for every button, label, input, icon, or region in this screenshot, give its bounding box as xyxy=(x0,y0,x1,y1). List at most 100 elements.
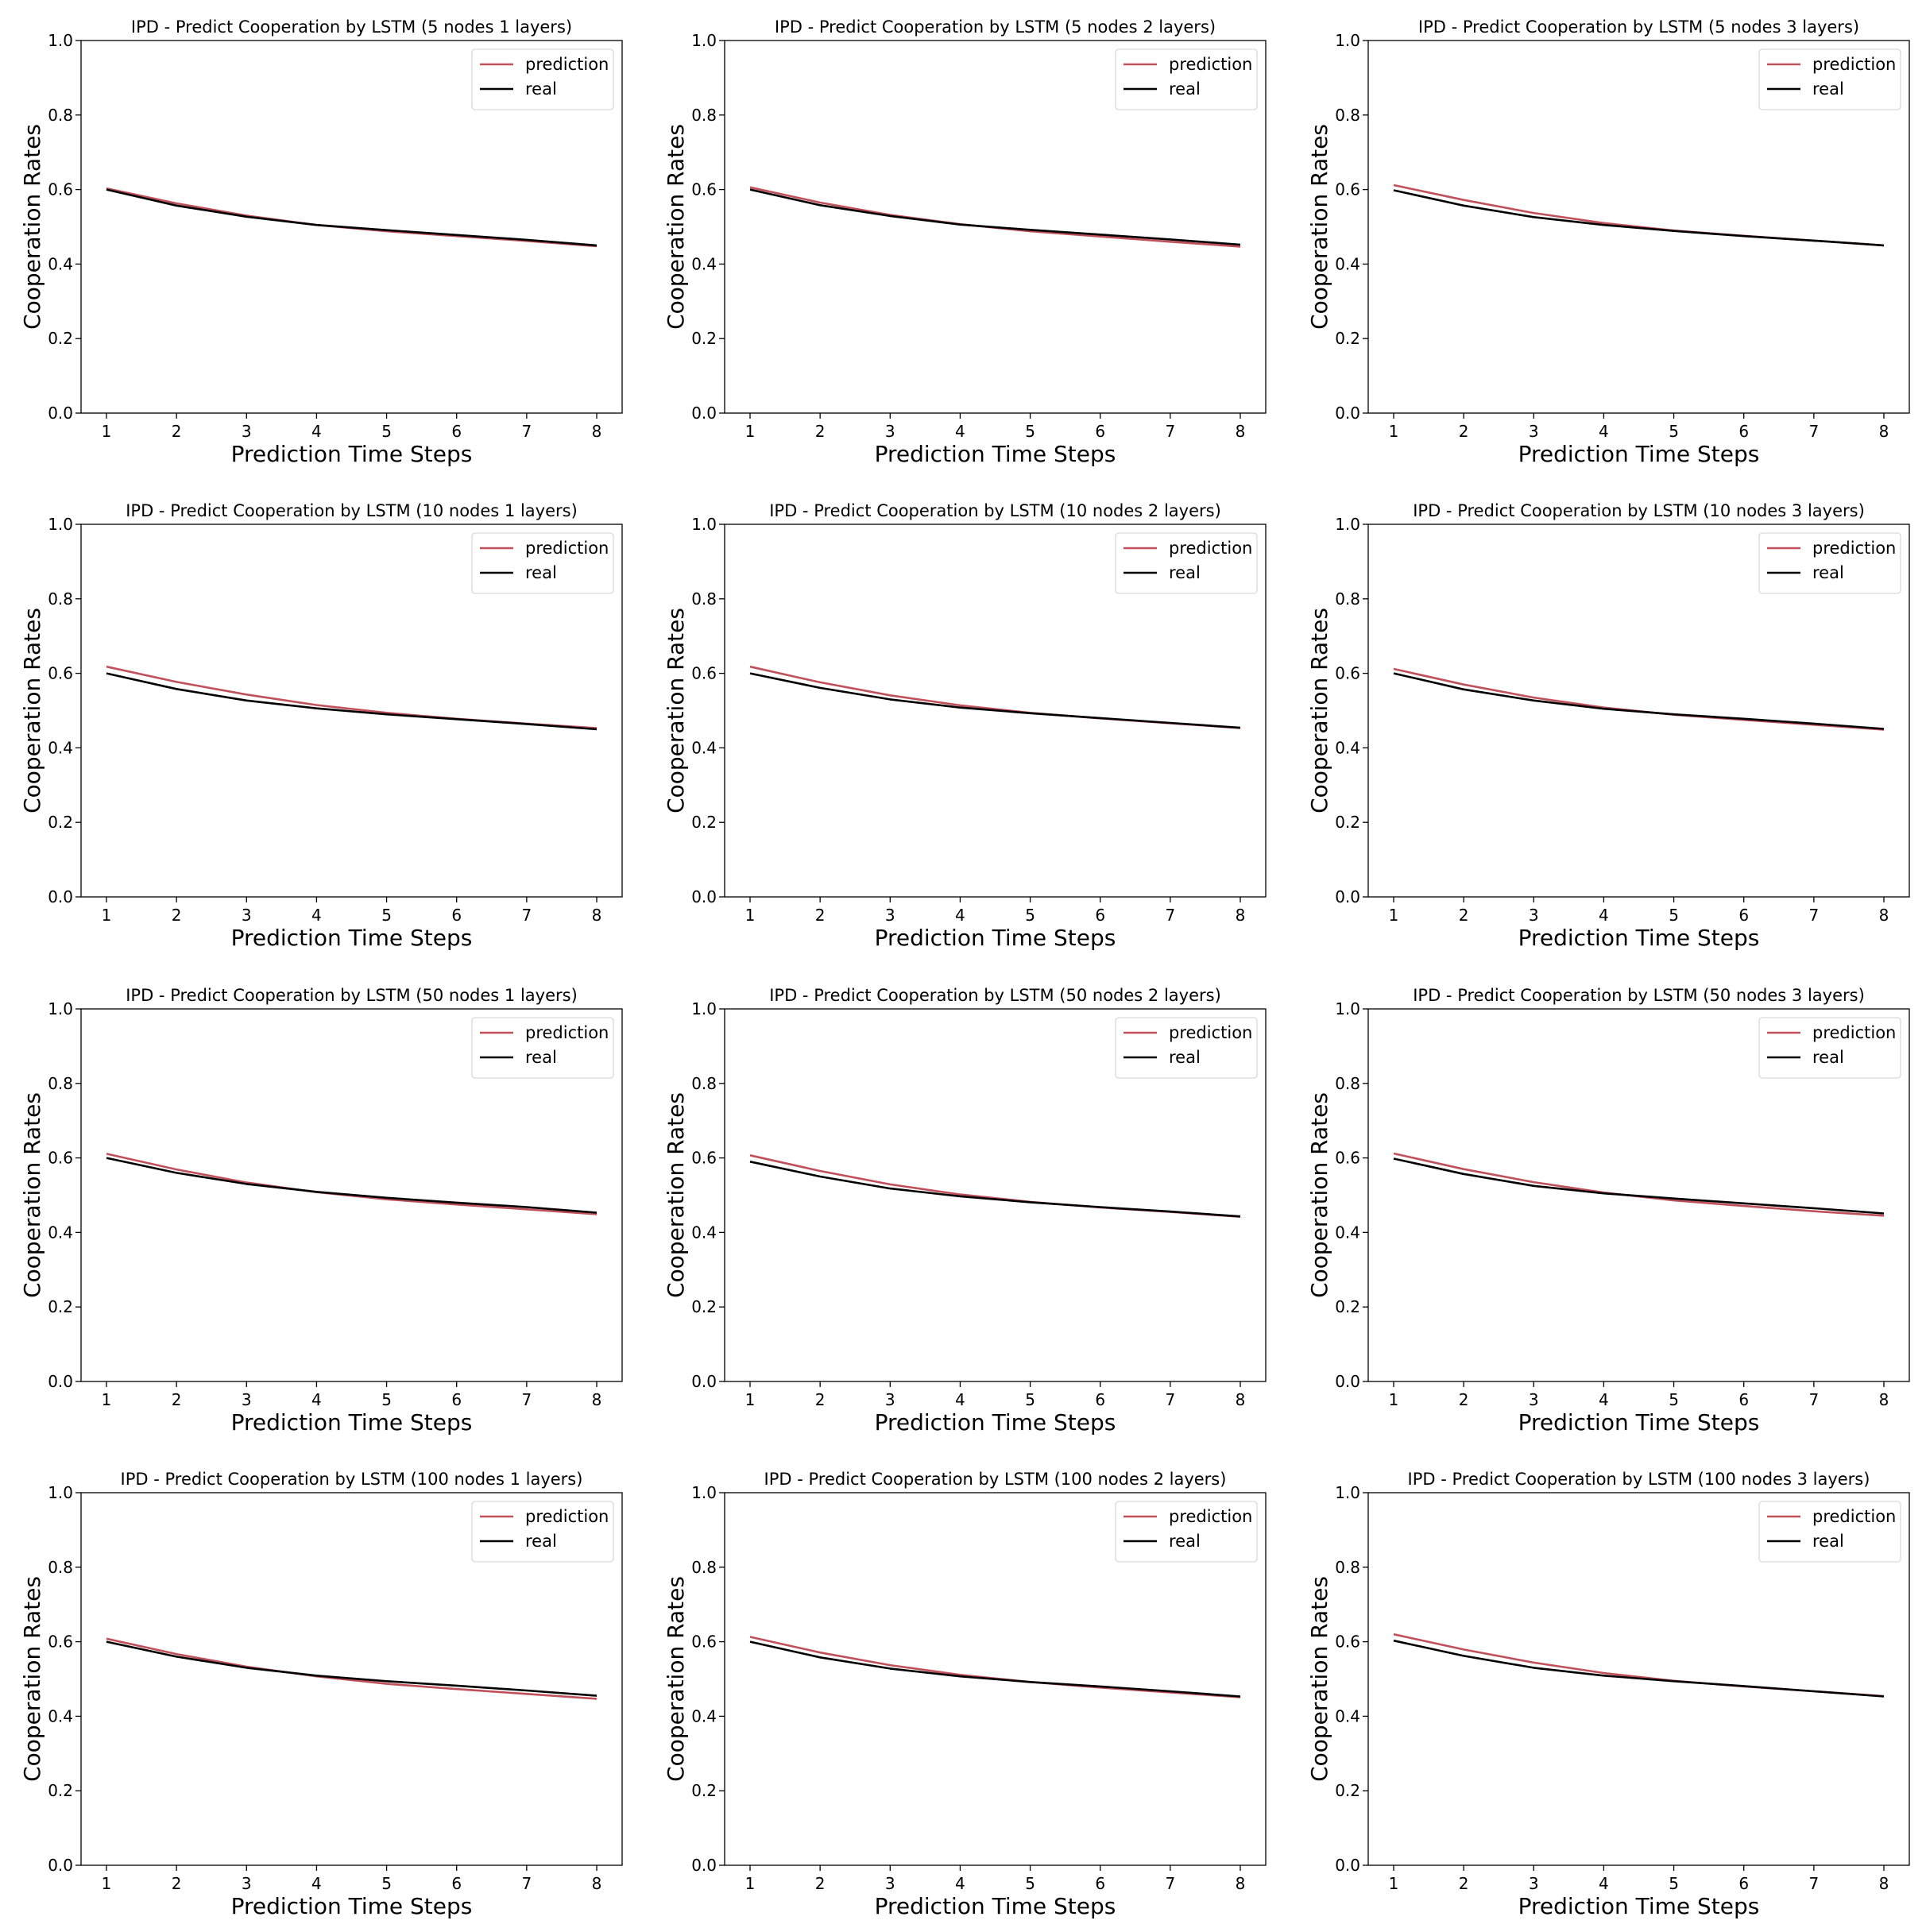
y-axis-label: Cooperation Rates xyxy=(19,1092,45,1298)
series-line-prediction xyxy=(106,187,598,248)
x-tick-label: 8 xyxy=(592,906,602,925)
x-tick-label: 8 xyxy=(592,1390,602,1409)
y-tick-label: 0.4 xyxy=(691,1706,717,1725)
legend-label-prediction: prediction xyxy=(525,1023,609,1042)
y-tick-label: 0.2 xyxy=(691,813,717,832)
y-tick-label: 0.2 xyxy=(48,1297,73,1316)
y-tick-label: 1.0 xyxy=(1335,999,1360,1018)
x-tick-label: 6 xyxy=(451,1874,462,1893)
legend-label-real: real xyxy=(1169,1532,1201,1551)
x-tick-label: 5 xyxy=(1025,1390,1035,1409)
y-tick-label: 1.0 xyxy=(48,31,73,50)
x-axis-label: Prediction Time Steps xyxy=(1518,925,1760,951)
chart-title: IPD - Predict Cooperation by LSTM (5 nod… xyxy=(131,17,572,37)
y-tick-label: 0.2 xyxy=(48,813,73,832)
y-axis-label: Cooperation Rates xyxy=(19,124,45,330)
chart-title: IPD - Predict Cooperation by LSTM (100 n… xyxy=(1408,1470,1870,1489)
x-tick-label: 6 xyxy=(1738,1390,1749,1409)
y-tick-label: 0.8 xyxy=(48,1074,73,1093)
x-tick-label: 7 xyxy=(521,906,532,925)
x-tick-label: 1 xyxy=(745,1390,756,1409)
y-tick-label: 0.2 xyxy=(691,329,717,348)
y-tick-label: 0.6 xyxy=(691,180,717,199)
series-line-real xyxy=(1393,1639,1885,1698)
x-tick-label: 2 xyxy=(815,1390,826,1409)
subplot-10: IPD - Predict Cooperation by LSTM (100 n… xyxy=(19,1470,623,1919)
y-tick-label: 0.8 xyxy=(1335,1558,1360,1577)
series-line-real xyxy=(749,672,1241,729)
x-tick-label: 6 xyxy=(1095,1390,1105,1409)
x-tick-label: 3 xyxy=(1529,422,1539,441)
y-axis-label: Cooperation Rates xyxy=(663,124,689,330)
x-tick-label: 2 xyxy=(172,906,182,925)
x-tick-label: 7 xyxy=(1808,906,1819,925)
x-tick-label: 7 xyxy=(1165,422,1175,441)
x-tick-label: 8 xyxy=(1236,422,1246,441)
x-tick-label: 7 xyxy=(1165,1874,1175,1893)
y-tick-label: 1.0 xyxy=(1335,31,1360,50)
series-line-prediction xyxy=(106,665,598,729)
x-tick-label: 8 xyxy=(1879,422,1889,441)
x-tick-label: 5 xyxy=(381,1874,392,1893)
y-tick-label: 1.0 xyxy=(691,999,717,1018)
series-line-prediction xyxy=(1393,184,1885,247)
subplot-12: IPD - Predict Cooperation by LSTM (100 n… xyxy=(1306,1470,1910,1919)
x-tick-label: 6 xyxy=(1095,422,1105,441)
x-tick-label: 4 xyxy=(955,906,965,925)
y-tick-label: 1.0 xyxy=(691,1483,717,1502)
x-tick-label: 3 xyxy=(1529,1874,1539,1893)
y-tick-label: 1.0 xyxy=(1335,1483,1360,1502)
legend: prediction real xyxy=(471,532,614,594)
y-tick-label: 0.4 xyxy=(1335,1706,1360,1725)
y-axis-label: Cooperation Rates xyxy=(19,1576,45,1782)
legend: prediction real xyxy=(1758,1501,1901,1563)
series-line-prediction xyxy=(106,1637,598,1700)
series-line-real xyxy=(749,1161,1241,1218)
y-axis-label: Cooperation Rates xyxy=(1306,608,1332,813)
x-tick-label: 3 xyxy=(242,1390,252,1409)
x-tick-label: 6 xyxy=(1095,1874,1105,1893)
chart-title: IPD - Predict Cooperation by LSTM (50 no… xyxy=(1413,986,1865,1005)
x-tick-label: 4 xyxy=(311,1390,322,1409)
x-tick-label: 4 xyxy=(311,422,322,441)
y-tick-label: 0.0 xyxy=(48,404,73,423)
y-tick-label: 0.0 xyxy=(48,1372,73,1391)
legend: prediction real xyxy=(471,1501,614,1563)
subplot-3: IPD - Predict Cooperation by LSTM (5 nod… xyxy=(1306,17,1910,467)
x-tick-label: 8 xyxy=(1236,1874,1246,1893)
y-tick-label: 0.8 xyxy=(1335,106,1360,125)
x-tick-label: 6 xyxy=(1738,422,1749,441)
plot-frame xyxy=(1367,1008,1910,1382)
x-tick-label: 1 xyxy=(102,1874,112,1893)
series-line-real xyxy=(1393,672,1885,730)
x-axis-label: Prediction Time Steps xyxy=(1518,441,1760,467)
plot-frame xyxy=(80,40,623,414)
y-tick-label: 0.2 xyxy=(691,1781,717,1800)
x-tick-label: 8 xyxy=(1236,1390,1246,1409)
legend: prediction real xyxy=(471,1017,614,1079)
subplot-1: IPD - Predict Cooperation by LSTM (5 nod… xyxy=(19,17,623,467)
x-tick-label: 8 xyxy=(1236,906,1246,925)
x-tick-label: 3 xyxy=(885,422,895,441)
x-tick-label: 1 xyxy=(102,1390,112,1409)
series-line-prediction xyxy=(106,1153,598,1215)
x-tick-label: 1 xyxy=(1389,906,1399,925)
y-tick-label: 0.2 xyxy=(1335,813,1360,832)
legend: prediction real xyxy=(1115,532,1258,594)
y-tick-label: 0.4 xyxy=(1335,1223,1360,1242)
plot-frame xyxy=(80,524,623,898)
y-tick-label: 0.0 xyxy=(48,887,73,906)
legend: prediction real xyxy=(1115,1017,1258,1079)
y-tick-label: 0.6 xyxy=(691,664,717,683)
y-axis-label: Cooperation Rates xyxy=(663,1576,689,1782)
y-axis-label: Cooperation Rates xyxy=(1306,1576,1332,1782)
y-tick-label: 0.0 xyxy=(1335,404,1360,423)
x-tick-label: 4 xyxy=(311,1874,322,1893)
subplot-6: IPD - Predict Cooperation by LSTM (10 no… xyxy=(1306,501,1910,951)
x-axis-label: Prediction Time Steps xyxy=(1518,1409,1760,1435)
x-tick-label: 5 xyxy=(1669,906,1679,925)
x-tick-label: 2 xyxy=(1459,1874,1469,1893)
x-tick-label: 3 xyxy=(242,906,252,925)
series-line-real xyxy=(106,1640,598,1697)
legend: prediction real xyxy=(1758,532,1901,594)
